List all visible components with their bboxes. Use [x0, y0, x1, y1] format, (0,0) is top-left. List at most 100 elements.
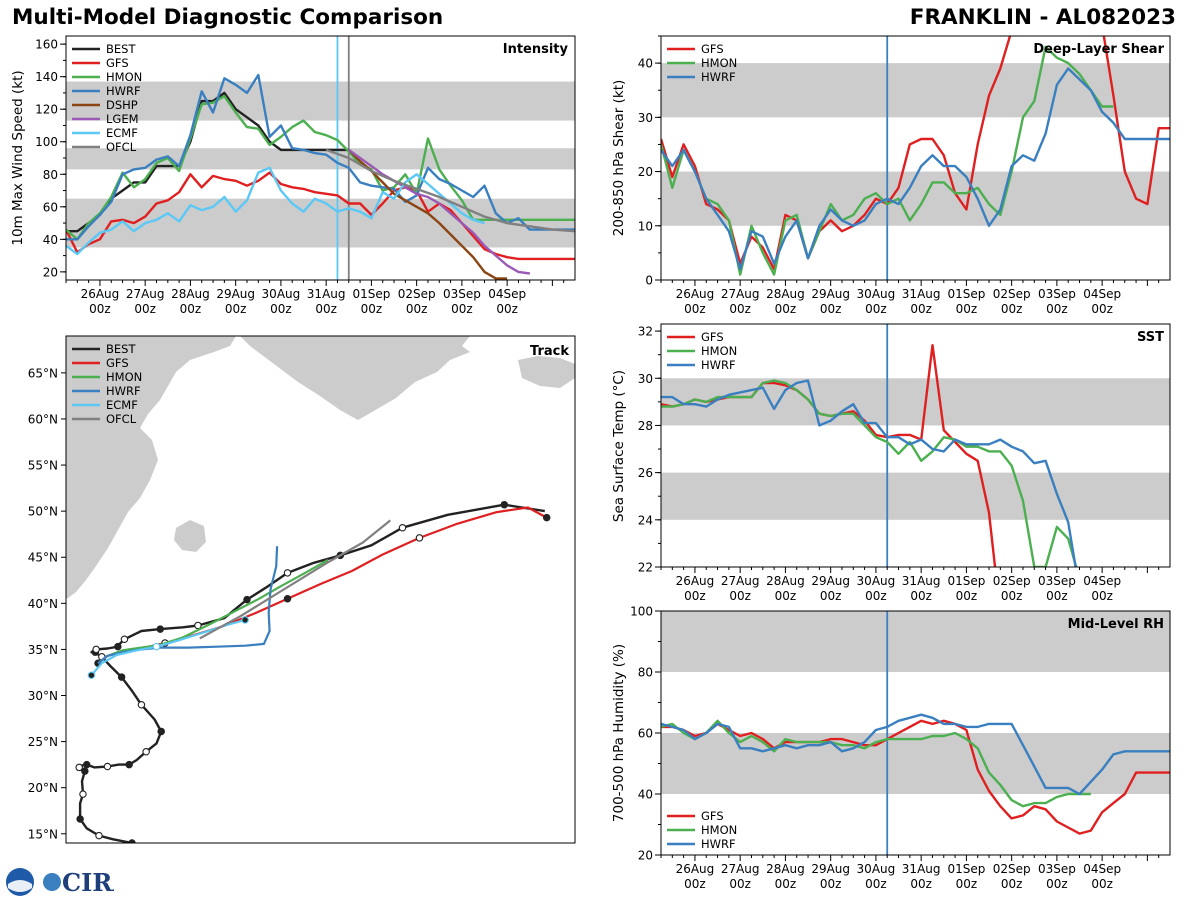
sst-frame	[660, 323, 1171, 568]
shear-xtick-date: 26Aug	[676, 287, 715, 301]
track-marker-best	[500, 500, 509, 509]
shear-panel: Deep-Layer Shear 200-850 hPa Shear (kt) …	[611, 35, 1171, 316]
rh-ytick-label: 40	[638, 788, 653, 802]
rh-title: Mid-Level RH	[1068, 617, 1164, 632]
intensity-xtick-hour: 00z	[361, 302, 383, 316]
sst-xtick-hour: 00z	[910, 589, 932, 603]
track-legend-label-ofcl: OFCL	[106, 412, 137, 426]
intensity-series-ecmf	[66, 166, 485, 256]
shear-ytick-label: 30	[638, 111, 653, 125]
track-marker-best	[75, 763, 83, 772]
intensity-legend-label-dshp: DSHP	[106, 98, 138, 112]
sst-ytick-label: 30	[638, 372, 653, 386]
intensity-xtick-date: 26Aug	[81, 287, 120, 301]
rh-xtick-date: 30Aug	[857, 862, 896, 876]
intensity-series-hwrf	[66, 73, 575, 241]
track-legend-label-ecmf: ECMF	[106, 398, 138, 412]
intensity-band-2	[66, 81, 575, 121]
intensity-xtick-date: 28Aug	[171, 287, 210, 301]
intensity-series-dshp	[347, 149, 508, 280]
track-lat-label: 50°N	[28, 505, 58, 519]
intensity-legend-label-hmon: HMON	[106, 70, 142, 84]
intensity-xtick-date: 29Aug	[216, 287, 255, 301]
shear-ytick-label: 10	[638, 219, 653, 233]
intensity-series-ofcl	[325, 148, 575, 233]
shear-xtick-hour: 00z	[775, 302, 797, 316]
sst-xtick-hour: 00z	[956, 589, 978, 603]
track-series-ofcl	[199, 519, 391, 640]
land-mass	[66, 336, 575, 598]
rh-xtick-date: 28Aug	[766, 862, 805, 876]
intensity-ytick-label: 40	[43, 233, 58, 247]
track-title: Track	[530, 344, 569, 359]
track-marker-best	[398, 523, 407, 532]
sst-ytick-label: 28	[638, 419, 653, 433]
intensity-ytick-label: 120	[35, 103, 58, 117]
intensity-series-hmon	[66, 94, 575, 241]
track-marker-ecmf	[152, 642, 161, 651]
sst-xtick-date: 29Aug	[811, 574, 850, 588]
sst-xtick-date: 02Sep	[993, 574, 1031, 588]
track-marker-best	[142, 747, 150, 756]
rh-xtick-date: 02Sep	[993, 862, 1031, 876]
sst-xtick-hour: 00z	[1091, 589, 1113, 603]
rh-ylabel: 700-500 hPa Humidity (%)	[611, 644, 627, 822]
rh-xtick-date: 01Sep	[947, 862, 985, 876]
rh-series-gfs	[661, 719, 1170, 835]
intensity-legend-label-hwrf: HWRF	[106, 84, 141, 98]
rh-series-hwrf	[661, 713, 1170, 796]
intensity-plot-area	[66, 36, 575, 280]
sst-ytick-label: 26	[638, 466, 653, 480]
rh-xtick-hour: 00z	[729, 877, 751, 891]
rh-xtick-hour: 00z	[775, 877, 797, 891]
track-legend-label-hmon: HMON	[106, 370, 142, 384]
shear-xtick-date: 03Sep	[1038, 287, 1076, 301]
sst-xtick-date: 03Sep	[1038, 574, 1076, 588]
sst-xtick-hour: 00z	[1046, 589, 1068, 603]
sst-series-hwrf	[661, 379, 1077, 567]
rh-xtick-hour: 00z	[684, 877, 706, 891]
sst-xtick-date: 28Aug	[766, 574, 805, 588]
rh-band-1	[661, 611, 1170, 672]
rh-xtick-hour: 00z	[820, 877, 842, 891]
shear-ylabel: 200-850 hPa Shear (kt)	[611, 80, 627, 237]
rh-band-0	[661, 733, 1170, 794]
sst-panel: SST Sea Surface Temp (°C) 22 24 26 28 30 32 26…	[611, 323, 1171, 603]
rh-xtick-hour: 00z	[865, 877, 887, 891]
rh-ytick-label: 80	[638, 666, 653, 680]
intensity-legend-label-ofcl: OFCL	[106, 140, 137, 154]
shear-plot-area	[661, 36, 1170, 280]
track-plot-area	[75, 500, 551, 843]
track-legend-label-hwrf: HWRF	[106, 384, 141, 398]
track-lat-label: 35°N	[28, 643, 58, 657]
rh-ytick-label: 20	[638, 849, 653, 863]
rh-xtick-date: 31Aug	[902, 862, 941, 876]
sst-xtick-hour: 00z	[1001, 589, 1023, 603]
sst-xtick-date: 04Sep	[1083, 574, 1121, 588]
shear-xtick-hour: 00z	[1001, 302, 1023, 316]
shear-band-1	[661, 63, 1170, 118]
rh-ytick-label: 60	[638, 727, 653, 741]
intensity-band-0	[66, 198, 575, 248]
intensity-xtick-date: 01Sep	[352, 287, 390, 301]
sst-xtick-date: 27Aug	[721, 574, 760, 588]
cira-logo: CIRA	[6, 868, 114, 897]
rh-xtick-date: 29Aug	[811, 862, 850, 876]
sst-series-hmon	[661, 379, 1078, 567]
track-lat-label: 20°N	[28, 781, 58, 795]
track-marker-best	[76, 815, 84, 823]
sst-xtick-hour: 00z	[865, 589, 887, 603]
intensity-legend-label-best: BEST	[106, 42, 136, 56]
rh-ytick-label: 100	[630, 605, 653, 619]
track-marker-gfs	[283, 594, 292, 603]
track-lat-label: 45°N	[28, 551, 58, 565]
intensity-ytick-label: 100	[35, 135, 58, 149]
shear-series-hwrf	[661, 67, 1170, 271]
noaa-wave-icon	[8, 880, 32, 892]
track-lat-label: 15°N	[28, 827, 58, 841]
map-background	[66, 336, 575, 843]
intensity-xtick-hour: 00z	[315, 302, 337, 316]
intensity-xtick-hour: 00z	[89, 302, 111, 316]
